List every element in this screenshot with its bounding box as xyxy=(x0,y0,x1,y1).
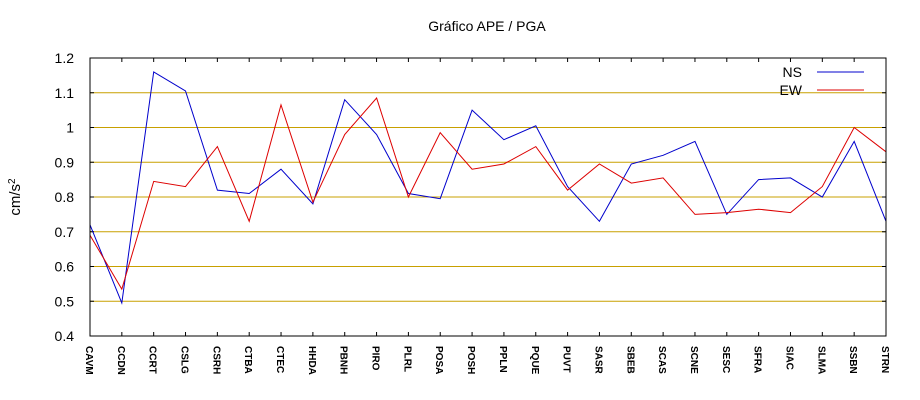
series-line-ns xyxy=(89,71,887,305)
x-tick-label: PLRL xyxy=(401,346,412,372)
chart-title: Gráfico APE / PGA xyxy=(428,18,546,34)
x-tick-label: HHDA xyxy=(306,346,317,375)
x-tick-label: CCRT xyxy=(147,346,158,374)
x-tick-label: SLMA xyxy=(815,346,826,374)
x-tick-label: PUVT xyxy=(561,346,572,373)
y-axis-label: cm/s2 xyxy=(7,178,25,216)
y-tick-label: 0.8 xyxy=(55,189,75,205)
y-tick-label: 1.2 xyxy=(55,50,75,66)
x-tick-label: SFRA xyxy=(752,346,763,373)
x-tick-label: STRN xyxy=(879,346,890,373)
y-tick-label: 0.5 xyxy=(55,293,75,309)
x-tick-label: POSA xyxy=(433,346,444,374)
series-lines xyxy=(89,71,887,305)
x-tick-label: CSLG xyxy=(179,346,190,374)
x-tick-label: CTBA xyxy=(242,346,253,374)
x-tick-label: SASR xyxy=(592,346,603,375)
x-tick-label: SSBN xyxy=(847,346,858,374)
x-tick-label: SIAC xyxy=(783,346,794,370)
y-tick-labels: 0.4 0.5 0.6 0.7 0.8 0.9 1 1.1 1.2 xyxy=(55,50,75,344)
x-tick-label: PBNH xyxy=(338,346,349,374)
legend-label-ew: EW xyxy=(779,82,802,98)
legend-label-ns: NS xyxy=(783,64,802,80)
plot-frame xyxy=(89,57,887,337)
y-tick-label: 0.6 xyxy=(55,259,75,275)
y-tick-label: 0.9 xyxy=(55,154,75,170)
x-tick-label: SBEB xyxy=(624,346,635,374)
x-tick-label: CCDN xyxy=(115,346,126,375)
y-tick-label: 0.7 xyxy=(55,224,75,240)
x-tick-label: SESC xyxy=(720,346,731,373)
y-tick-label: 1 xyxy=(66,120,74,136)
x-tick-label: SCNE xyxy=(688,346,699,374)
x-tick-label: PIRO xyxy=(370,346,381,371)
y-tick-label: 0.4 xyxy=(55,328,75,344)
grid-lines xyxy=(89,57,887,337)
series-line-ew xyxy=(89,97,887,291)
x-tick-label: SCAS xyxy=(656,346,667,374)
x-tick-label: PPLN xyxy=(497,346,508,373)
x-tick-label: PQUE xyxy=(529,346,540,375)
x-tick-label: CSRH xyxy=(210,346,221,374)
x-tick-labels: CAVM CCDN CCRT CSLG CSRH CTBA CTEC HHDA PBNH PIRO… xyxy=(83,346,890,375)
y-tick-label: 1.1 xyxy=(55,85,75,101)
x-tick-label: CTEC xyxy=(274,346,285,373)
x-tick-label: CAVM xyxy=(83,346,94,375)
y-axis-label-superscript: 2 xyxy=(7,178,18,184)
y-axis-label-text: cm/s xyxy=(7,184,24,216)
legend: NS EW xyxy=(779,64,864,98)
x-tick-label: POSH xyxy=(465,346,476,374)
